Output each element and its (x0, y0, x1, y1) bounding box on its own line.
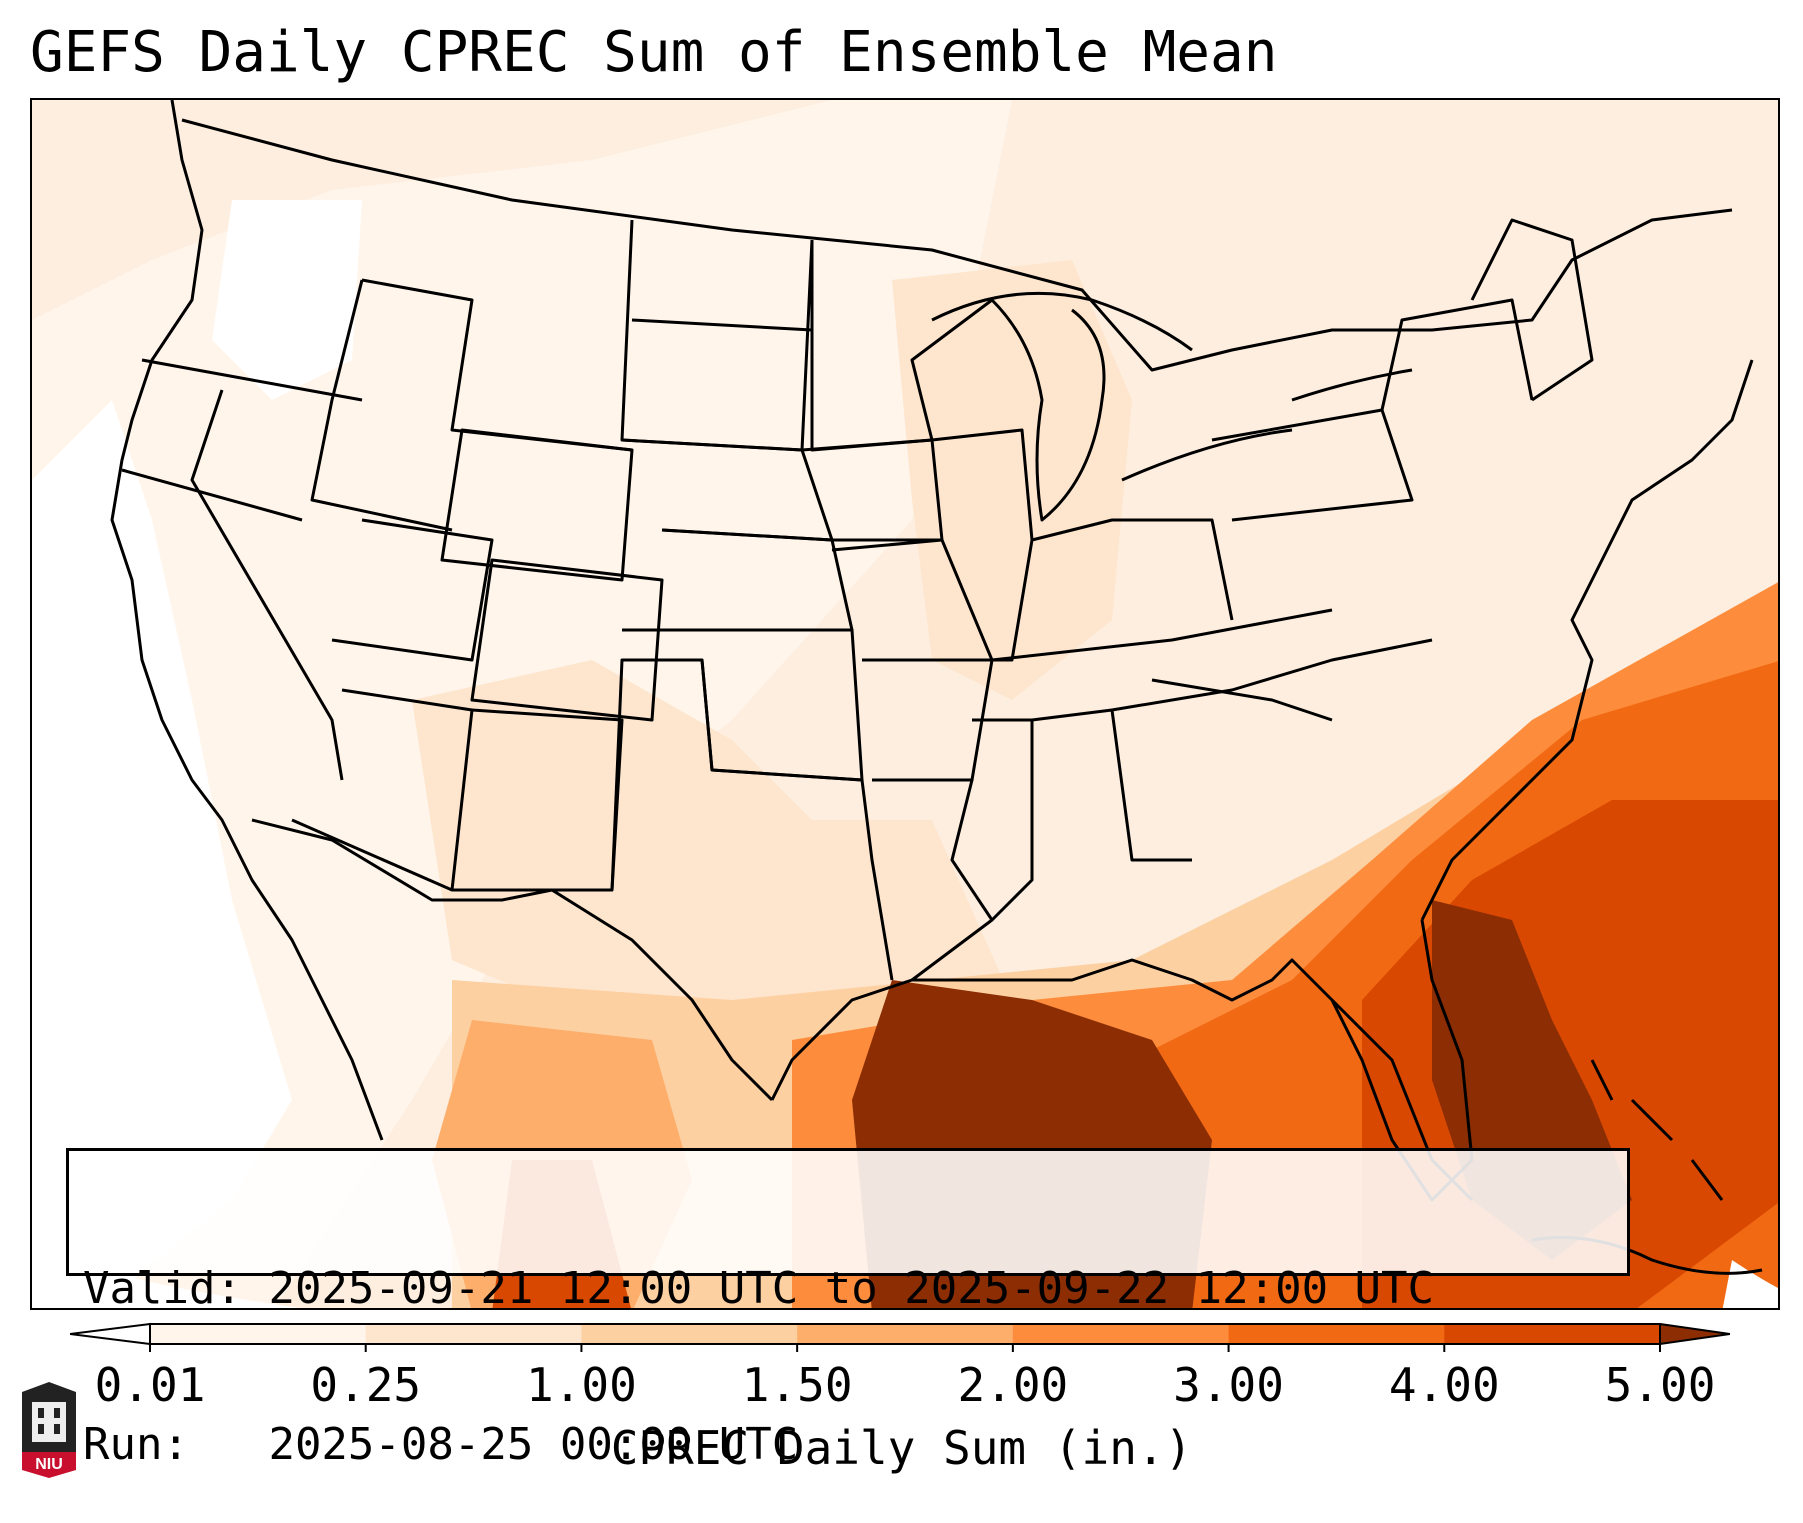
colorbar-tick-label: 1.50 (741, 1358, 853, 1412)
lake-superior (931, 291, 1193, 352)
colorbar-tick-label: 2.00 (957, 1358, 1069, 1412)
great-lakes-ontario (1291, 368, 1413, 402)
colorbar-frame (149, 1323, 1661, 1345)
run-row: Run: 2025-08-25 00:00 UTC (83, 1419, 1613, 1471)
valid-value: 2025-09-21 12:00 UTC to 2025-09-22 12:00… (268, 1263, 1435, 1314)
state-line-utah (331, 518, 494, 662)
logo-tower (32, 1402, 66, 1442)
state-boundaries (110, 100, 1754, 1202)
state-line-louisiana (872, 778, 994, 982)
colorbar-tick-label: 1.00 (526, 1358, 637, 1412)
run-label: Run: (83, 1419, 189, 1470)
shade-white-pacific (32, 400, 292, 1308)
state-line-mississippi-alabama (972, 718, 1034, 922)
colorbar-segment (365, 1324, 582, 1344)
map-canvas (32, 100, 1778, 1308)
colorbar-segment (1012, 1324, 1230, 1344)
state-line-indiana-ohio (1031, 518, 1234, 621)
precipitation-map (30, 98, 1780, 1310)
shade-white-oregon (212, 200, 362, 400)
great-lakes-erie (1121, 428, 1293, 482)
valid-label: Valid: (83, 1263, 242, 1314)
valid-run-info-box: Valid: 2025-09-21 12:00 UTC to 2025-09-2… (66, 1148, 1630, 1470)
atlantic-coast (1420, 359, 1754, 921)
state-line-oregon-california (121, 468, 303, 522)
logo-banner (22, 1452, 76, 1478)
colorbar-over-arrow (1659, 1322, 1730, 1346)
shade-light-midwest (892, 260, 1132, 700)
us-canada-border (181, 118, 1733, 372)
state-line-wyoming (440, 428, 634, 582)
colorbar-tick-label: 3.00 (1173, 1358, 1284, 1412)
state-line-tennessee-kentucky (991, 608, 1333, 662)
colorbar-title: CPREC Daily Sum (in.) (610, 1421, 1193, 1475)
state-line-nevada (190, 389, 344, 781)
state-line-carolinas (1111, 638, 1433, 712)
state-line-texas (610, 658, 894, 981)
state-line-new-england (1470, 218, 1594, 402)
state-line-nd-sd (631, 318, 813, 332)
colorbar-under-arrow (70, 1322, 151, 1346)
state-line-alabama-georgia (1031, 708, 1192, 862)
colorbar-segment (1228, 1324, 1445, 1344)
state-line-arizona (291, 688, 474, 892)
colorbar (70, 1322, 1730, 1352)
state-line-washington-oregon (141, 358, 363, 402)
colorbar-tick-label: 0.25 (310, 1358, 422, 1412)
domain-edge-bottom-left (32, 1250, 302, 1308)
precip-shading (32, 100, 1778, 1308)
map-title: GEFS Daily CPREC Sum of Ensemble Mean (30, 20, 1278, 85)
colorbar-segment (1444, 1324, 1661, 1344)
logo-text: NIU (35, 1456, 63, 1473)
colorbar-segment (150, 1324, 367, 1344)
colorbar-tick-label: 5.00 (1604, 1358, 1716, 1412)
island-bahamas (1590, 1059, 1724, 1201)
colorbar-tick-label: 0.01 (94, 1358, 206, 1412)
state-line-colorado (470, 558, 664, 722)
colorbar-tick-label: 4.00 (1388, 1358, 1500, 1412)
colorbar-segment (581, 1324, 798, 1344)
colorbar-segment (797, 1324, 1014, 1344)
state-line-idaho-east (310, 279, 453, 532)
run-value: 2025-08-25 00:00 UTC (268, 1419, 799, 1470)
niu-logo: NIU (22, 1382, 76, 1478)
state-line-georgia-sc (1151, 678, 1333, 722)
valid-row: Valid: 2025-09-21 12:00 UTC to 2025-09-2… (83, 1263, 1613, 1315)
state-line-iowa (801, 438, 944, 552)
state-line-pennsylvania (1211, 408, 1414, 522)
coastline-west (110, 100, 384, 1141)
state-line-new-york (1380, 298, 1534, 411)
great-lakes-michigan (990, 298, 1106, 522)
